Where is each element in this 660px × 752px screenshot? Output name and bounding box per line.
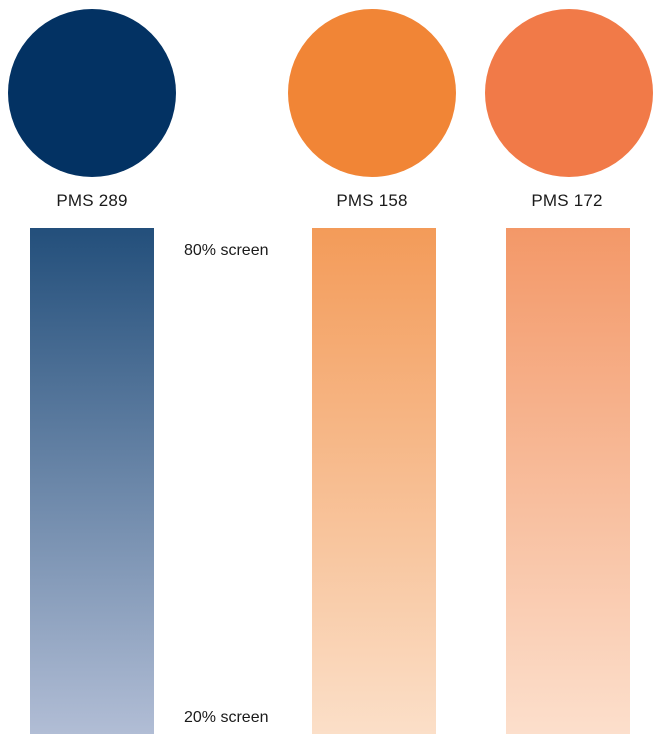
pms-172-color-circle: [485, 9, 653, 177]
screen-label-20: 20% screen: [184, 709, 269, 726]
pms-172-screen-gradient-bar: [506, 228, 630, 734]
screen-label-80: 80% screen: [184, 242, 269, 259]
pms-158-label: PMS 158: [336, 191, 408, 210]
pms-158-screen-gradient-bar: [312, 228, 436, 734]
pms-289-label: PMS 289: [56, 191, 128, 210]
pms-172-label: PMS 172: [531, 191, 603, 210]
pms-289-color-circle: [8, 9, 176, 177]
pms-158-color-circle: [288, 9, 456, 177]
pms-289-screen-gradient-bar: [30, 228, 154, 734]
